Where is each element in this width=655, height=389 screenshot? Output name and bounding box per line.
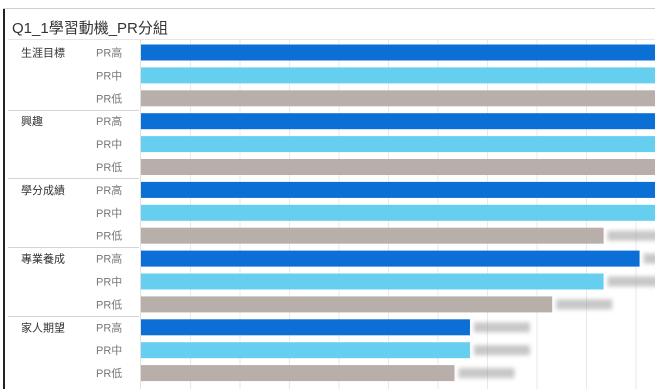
bar (141, 181, 655, 198)
subgroup-label: PR高 (96, 320, 122, 334)
subgroup-label: PR高 (96, 46, 122, 60)
subgroup-label: PR低 (96, 298, 122, 311)
value-label-blurred (556, 299, 613, 310)
bar (141, 113, 655, 130)
subgroup-label: PR高 (96, 114, 122, 128)
subgroup-label: PR中 (96, 344, 122, 357)
bar (141, 250, 640, 267)
value-label-blurred (607, 276, 655, 287)
category-label: 生涯目標 (21, 46, 65, 60)
category-label: 家人期望 (21, 320, 65, 334)
subgroup-label: PR中 (96, 207, 122, 220)
bar (141, 159, 655, 175)
bar (141, 90, 655, 107)
value-label-blurred (607, 230, 655, 241)
subgroup-label: PR中 (96, 276, 122, 289)
bar (141, 342, 470, 359)
bar (141, 319, 470, 336)
subgroup-label: PR低 (96, 92, 122, 105)
subgroup-label: PR低 (96, 161, 122, 174)
subgroup-label: PR高 (96, 252, 122, 266)
subgroup-label: PR高 (96, 183, 122, 197)
window-left-border (3, 8, 5, 389)
bar (141, 365, 455, 382)
category-label: 興趣 (21, 114, 43, 128)
category-label: 專業養成 (21, 252, 65, 266)
title-divider (8, 39, 655, 40)
bar (141, 273, 604, 290)
value-label-blurred (458, 368, 515, 379)
bar (141, 136, 655, 153)
bar (141, 67, 655, 84)
value-label-blurred (473, 322, 530, 333)
bar (141, 204, 655, 221)
subgroup-label: PR低 (96, 367, 122, 380)
category-label: 學分成績 (21, 183, 65, 197)
subgroup-label: PR中 (96, 69, 122, 82)
window-top-border (3, 8, 655, 9)
bar (141, 44, 655, 61)
value-label-blurred (643, 253, 655, 264)
subgroup-label: PR低 (96, 230, 122, 243)
bar (141, 227, 604, 244)
bar (141, 296, 553, 313)
value-label-blurred (473, 345, 530, 356)
subgroup-label: PR中 (96, 138, 122, 151)
chart-title: Q1_1學習動機_PR分組 (12, 20, 168, 37)
